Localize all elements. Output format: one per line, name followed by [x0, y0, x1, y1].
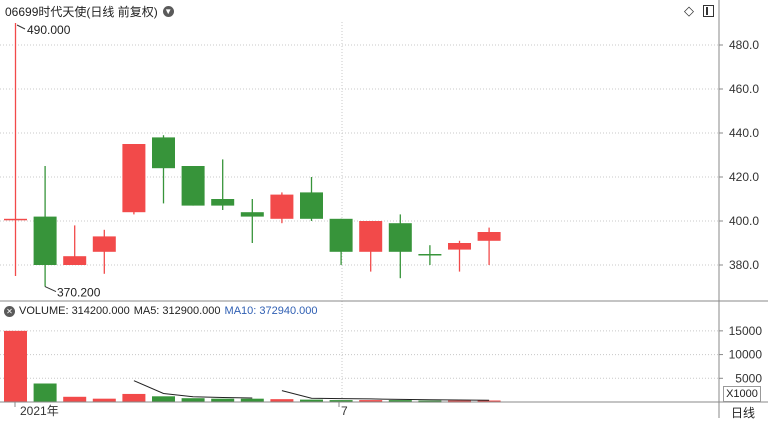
candles — [4, 23, 501, 287]
candle-body — [152, 137, 175, 169]
x-label-year: 2021年 — [20, 404, 59, 418]
candle-body — [477, 232, 501, 241]
period-label[interactable]: 日线 — [731, 406, 756, 420]
high-label: 490.000 — [27, 23, 71, 37]
low-marker — [44, 286, 57, 293]
ma5-line — [133, 380, 253, 399]
low-label: 370.200 — [57, 286, 101, 300]
chart-title-bar: 06699时代天使(日线 前复权) ▼ — [0, 0, 720, 22]
candle-body — [329, 218, 353, 252]
volume-legend: ✕ VOLUME: 314200.000 MA5: 312900.000 MA1… — [0, 304, 318, 318]
candle-body — [122, 144, 146, 213]
candle-body — [33, 216, 57, 265]
candle-body — [211, 199, 235, 206]
x-label-month: 7 — [341, 404, 348, 418]
candle-body — [300, 192, 323, 219]
volume-bar — [33, 383, 57, 402]
volume-tick-label: 10000 — [729, 348, 763, 362]
volume-tick-label: 5000 — [735, 371, 762, 385]
candle-body — [359, 221, 383, 252]
volume-scale-label[interactable]: X1000 — [723, 386, 761, 402]
diamond-icon[interactable]: ◇ — [684, 3, 694, 18]
volume-bar — [63, 396, 87, 402]
volume-bar — [300, 399, 323, 402]
volume-value: VOLUME: 314200.000 — [19, 305, 130, 317]
price-tick-label: 440.0 — [729, 126, 759, 140]
price-tick-label: 380.0 — [729, 258, 759, 272]
ma10-line — [281, 390, 490, 401]
candle-body — [448, 243, 471, 250]
volume-bars — [4, 330, 501, 403]
price-tick-label: 480.0 — [729, 38, 759, 52]
volume-bar — [388, 400, 412, 403]
ma5-value: MA5: 312900.000 — [133, 305, 221, 317]
price-tick-label: 400.0 — [729, 214, 759, 228]
high-marker — [16, 24, 26, 30]
volume-tick-label: 15000 — [729, 324, 763, 338]
candle-body — [240, 212, 264, 217]
price-tick-label: 420.0 — [729, 170, 759, 184]
volume-bar — [359, 400, 383, 403]
panel-icon[interactable] — [703, 5, 714, 17]
volume-bar — [152, 396, 175, 402]
candle-body — [63, 256, 87, 265]
candle-body — [92, 236, 116, 252]
chart-title: 06699时代天使(日线 前复权) — [5, 4, 158, 19]
price-tick-label: 460.0 — [729, 82, 759, 96]
ma10-value: MA10: 372940.000 — [224, 305, 318, 317]
candle-body — [388, 223, 412, 252]
volume-bar — [240, 398, 264, 402]
candle-body — [418, 254, 442, 256]
volume-bar — [211, 398, 235, 402]
volume-bar — [122, 393, 146, 402]
close-icon[interactable]: ✕ — [4, 305, 15, 317]
volume-bar — [270, 399, 294, 402]
candle-body — [270, 194, 294, 219]
candle-body — [181, 166, 205, 206]
chevron-down-icon[interactable]: ▼ — [162, 5, 174, 17]
candle-body — [4, 218, 27, 221]
volume-bar — [181, 398, 205, 402]
volume-bar — [92, 398, 116, 402]
volume-bar — [4, 330, 27, 402]
grid — [0, 22, 719, 402]
volume-bar — [329, 400, 353, 403]
